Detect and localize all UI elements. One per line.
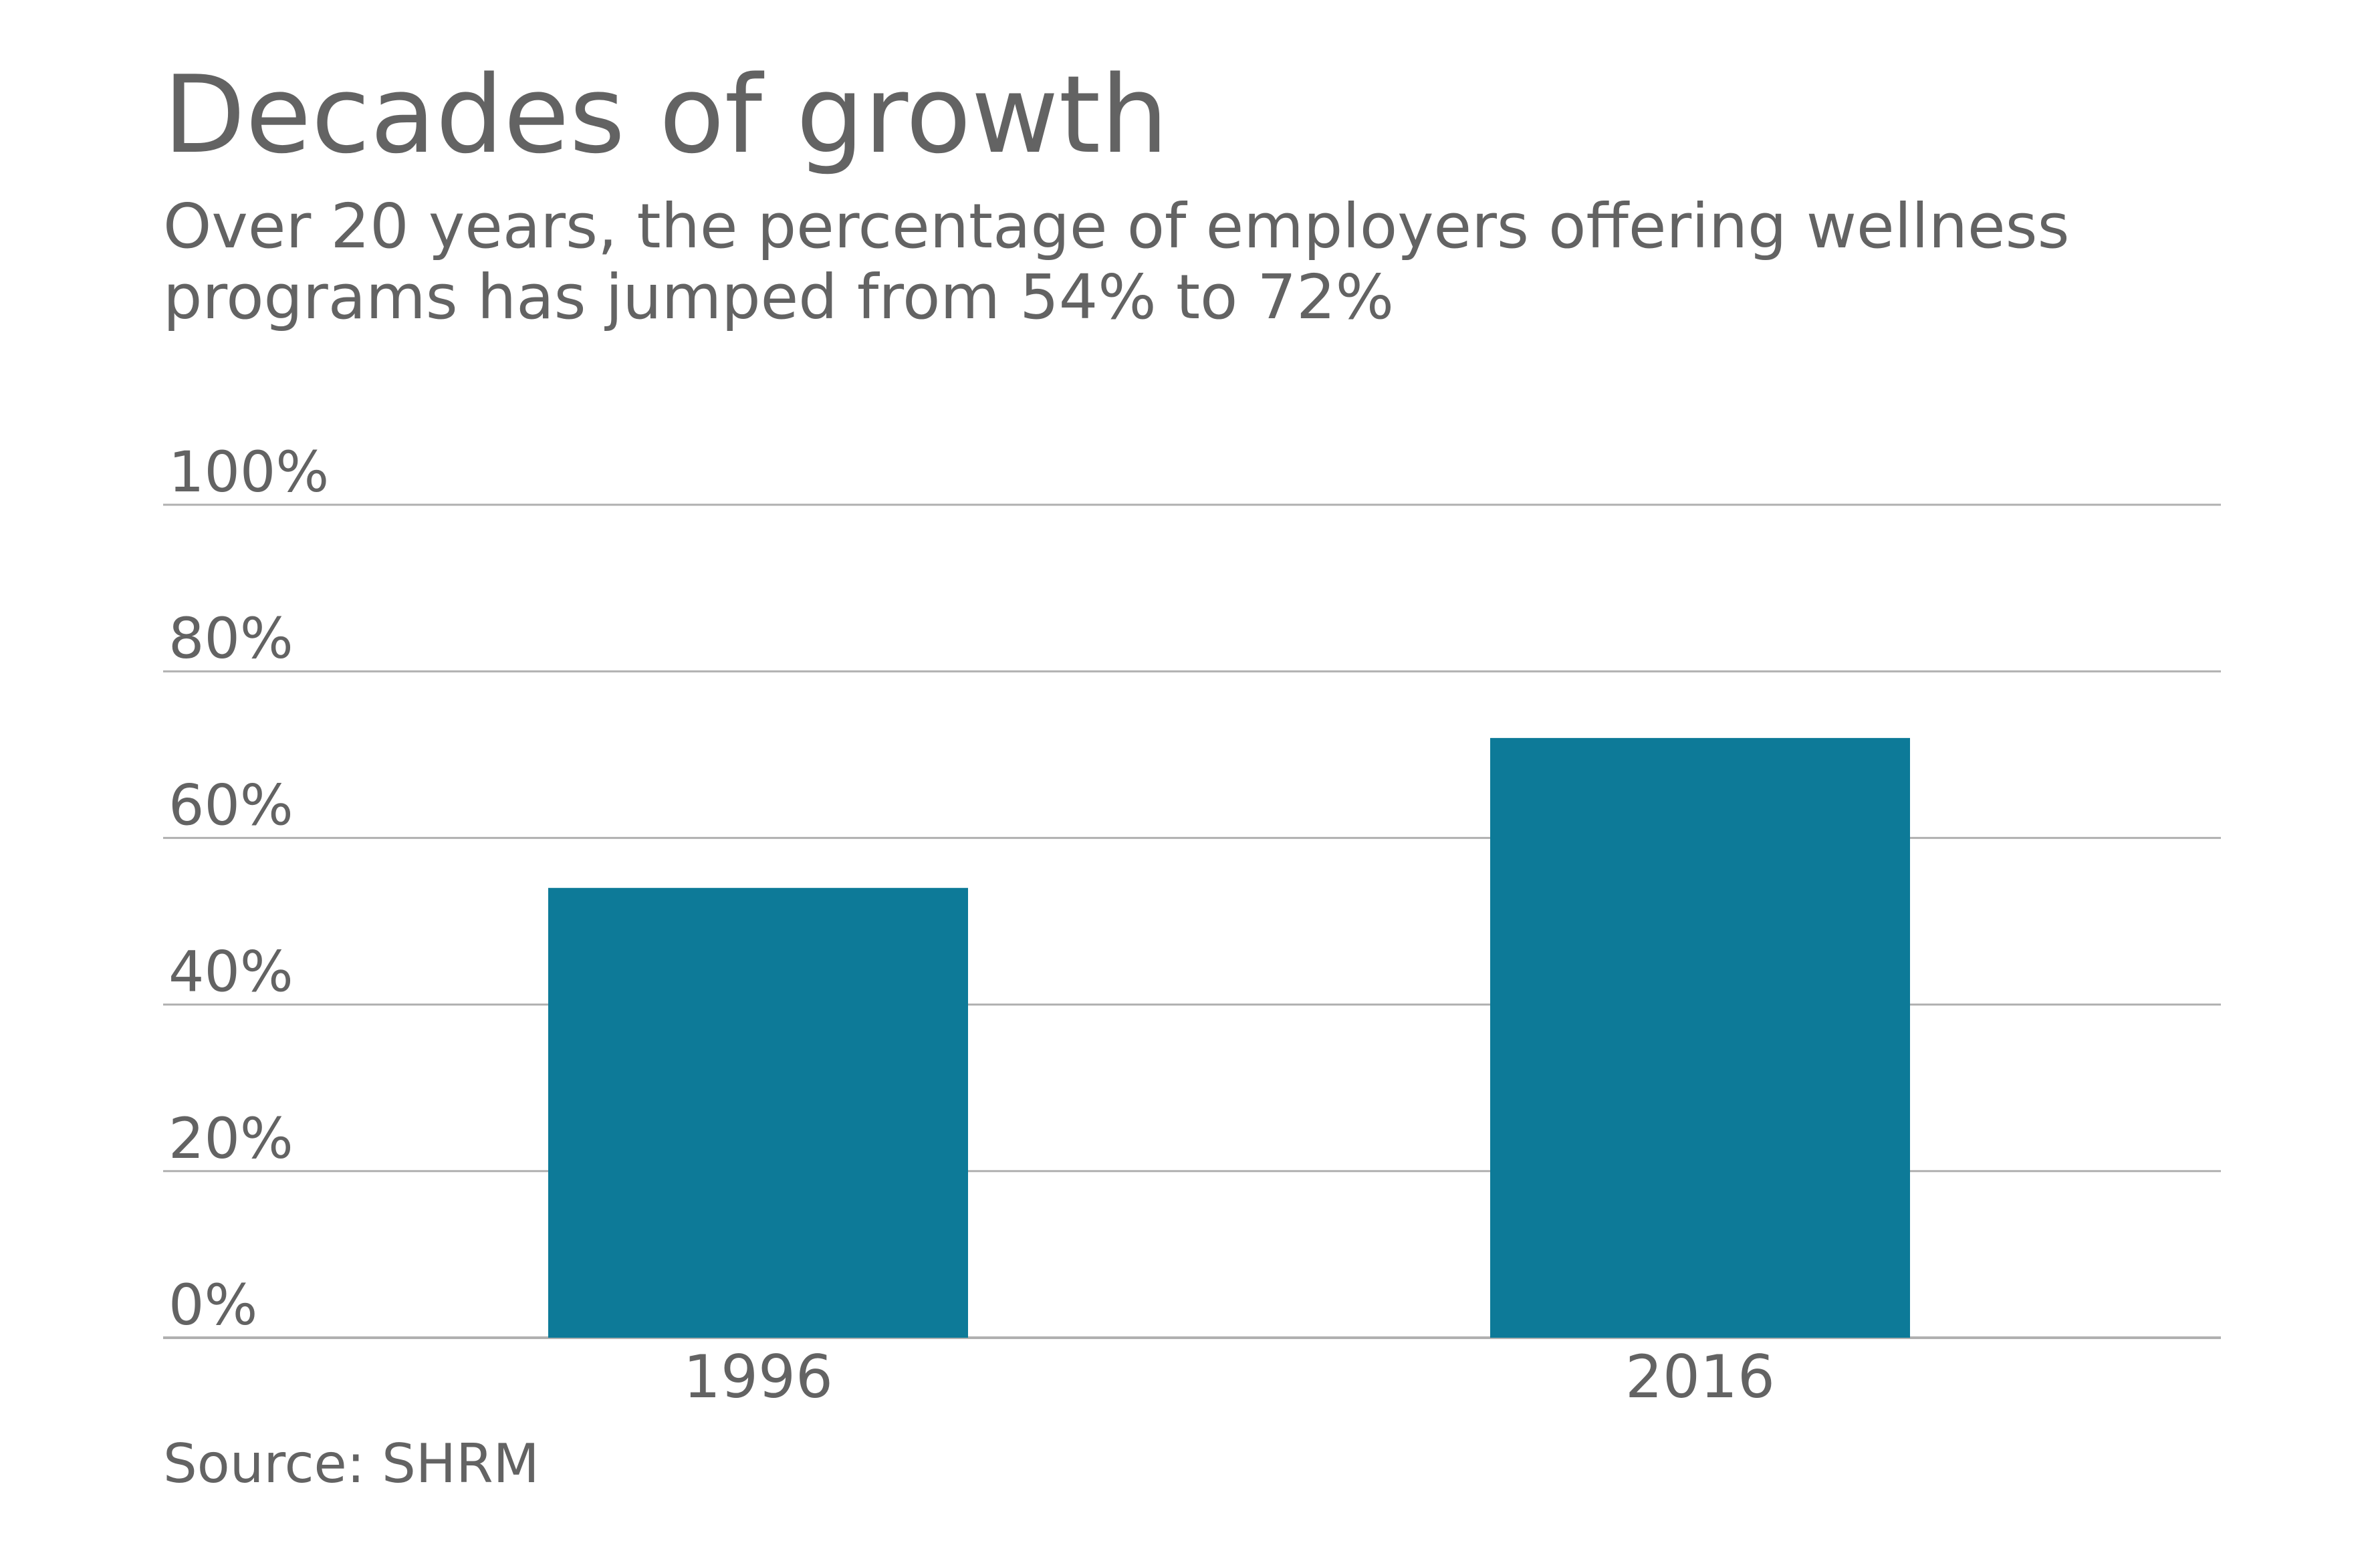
bar-1996 bbox=[548, 888, 968, 1338]
x-tick-label: 2016 bbox=[1625, 1342, 1775, 1411]
y-tick-label: 20% bbox=[168, 1106, 293, 1171]
x-axis-tick-labels: 1996 2016 bbox=[683, 1342, 1775, 1411]
y-tick-label: 60% bbox=[168, 772, 293, 838]
y-tick-label: 80% bbox=[168, 606, 293, 671]
bar-2016 bbox=[1490, 737, 1910, 1338]
y-axis-tick-labels: 0% 20% 40% 60% 80% 100% bbox=[168, 439, 329, 1338]
y-tick-label: 0% bbox=[168, 1272, 257, 1338]
x-tick-label: 1996 bbox=[683, 1342, 833, 1411]
chart-title: Decades of growth bbox=[163, 52, 1169, 177]
chart-subtitle: Over 20 years, the percentage of employe… bbox=[163, 191, 2070, 333]
source-note: Source: SHRM bbox=[163, 1433, 540, 1495]
y-tick-label: 100% bbox=[168, 439, 329, 505]
bars bbox=[548, 737, 1910, 1338]
y-tick-label: 40% bbox=[168, 939, 293, 1005]
gridlines bbox=[163, 503, 2221, 1339]
